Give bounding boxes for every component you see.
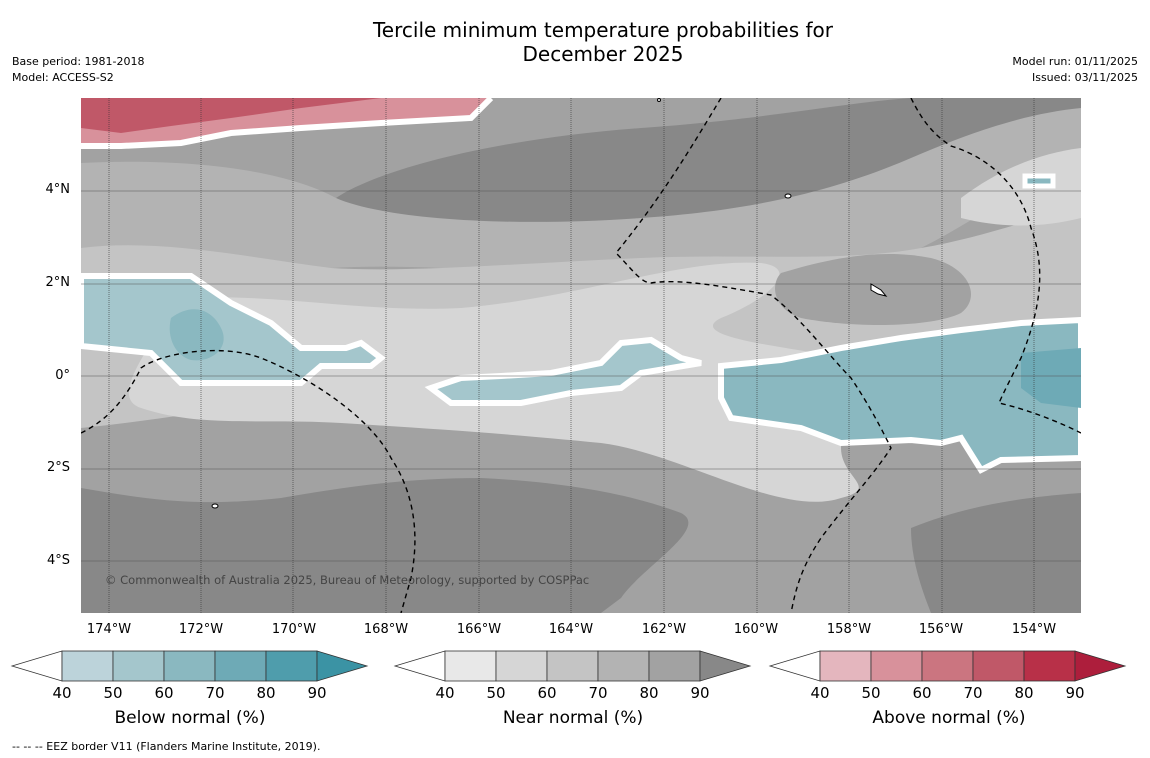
copyright-text: © Commonwealth of Australia 2025, Bureau… [105, 573, 589, 587]
colorbar-above-swatch-1 [819, 650, 872, 682]
above-tick-80: 80 [1014, 684, 1034, 702]
colorbar-above-label: Above normal (%) [872, 708, 1026, 728]
lat-label-4n: 4°N [45, 182, 71, 197]
colorbar-below-swatches [10, 650, 369, 682]
above-tick-70: 70 [963, 684, 983, 702]
colorbar-near-swatch-6 [699, 650, 752, 682]
below-tick-70: 70 [205, 684, 225, 702]
below-tick-50: 50 [103, 684, 123, 702]
colorbar-above-swatch-5 [1023, 650, 1076, 682]
near-tick-40: 40 [435, 684, 455, 702]
islands [211, 98, 888, 509]
near-band-darker-southeast [911, 493, 1081, 613]
above-region-boundary [81, 98, 494, 149]
colorbar-below-swatch-1 [61, 650, 114, 682]
near-tick-90: 90 [690, 684, 710, 702]
eez-footnote: -- -- -- EEZ border V11 (Flanders Marine… [12, 740, 321, 753]
near-band-darker-north [336, 98, 1081, 231]
below-region-east [718, 316, 1081, 474]
model-run: Model run: 01/11/2025 [1012, 55, 1138, 68]
near-tick-60: 60 [537, 684, 557, 702]
colorbar-near-label: Near normal (%) [502, 708, 644, 728]
below-region-east-core [1021, 348, 1081, 408]
gridlines [81, 190, 1081, 562]
below-region-west-core [169, 309, 224, 361]
colorbar-above-swatches [768, 650, 1127, 682]
colorbar-above-swatch-0 [768, 650, 821, 682]
colorbar-above [768, 650, 1127, 682]
below-tick-90: 90 [307, 684, 327, 702]
below-tick-40: 40 [52, 684, 72, 702]
eez-borders [81, 98, 1081, 613]
colorbar-near-swatch-1 [444, 650, 497, 682]
lat-label-0: 0° [55, 368, 70, 383]
near-band-darker-south [81, 478, 689, 613]
colorbar-near [393, 650, 752, 682]
colorbar-above-swatch-6 [1074, 650, 1127, 682]
near-tick-70: 70 [588, 684, 608, 702]
near-tick-50: 50 [486, 684, 506, 702]
near-band-light-north [81, 108, 1081, 280]
below-region-spot [1022, 173, 1056, 189]
colorbar-near-swatch-0 [393, 650, 446, 682]
colorbar-near-swatch-4 [597, 650, 650, 682]
above-region-strong [81, 98, 381, 133]
below-region-center [424, 336, 702, 406]
base-period: Base period: 1981-2018 [12, 55, 145, 68]
colorbar-below-swatch-6 [316, 650, 369, 682]
above-tick-50: 50 [861, 684, 881, 702]
colorbar-below-swatch-5 [265, 650, 318, 682]
model-name: Model: ACCESS-S2 [12, 71, 114, 84]
above-tick-90: 90 [1065, 684, 1085, 702]
chart-title: Tercile minimum temperature probabilitie… [300, 18, 906, 66]
near-tick-80: 80 [639, 684, 659, 702]
colorbar-below-swatch-2 [112, 650, 165, 682]
lon-label-154w: 154°W [1011, 622, 1057, 637]
colorbar-near-swatch-2 [495, 650, 548, 682]
colorbar-near-swatches [393, 650, 752, 682]
lon-label-158w: 158°W [826, 622, 872, 637]
above-tick-60: 60 [912, 684, 932, 702]
issued-date: Issued: 03/11/2025 [1031, 71, 1138, 84]
colorbar-below-label: Below normal (%) [114, 708, 266, 728]
lat-label-2s: 2°S [46, 460, 70, 475]
lon-label-170w: 170°W [271, 622, 317, 637]
probability-map: © Commonwealth of Australia 2025, Bureau… [81, 98, 1081, 613]
below-tick-60: 60 [154, 684, 174, 702]
colorbar-above-swatch-4 [972, 650, 1025, 682]
title-line-2: December 2025 [522, 42, 684, 66]
colorbar-above-swatch-3 [921, 650, 974, 682]
colorbar-below [10, 650, 369, 682]
meta-left: Base period: 1981-2018 Model: ACCESS-S2 [12, 54, 144, 86]
lon-label-160w: 160°W [733, 622, 779, 637]
lon-label-164w: 164°W [548, 622, 594, 637]
colorbar-below-swatch-4 [214, 650, 267, 682]
colorbar-below-swatch-3 [163, 650, 216, 682]
lon-label-156w: 156°W [918, 622, 964, 637]
below-tick-80: 80 [256, 684, 276, 702]
colorbar-near-swatch-3 [546, 650, 599, 682]
lat-label-4s: 4°S [46, 553, 70, 568]
colorbar-above-swatch-2 [870, 650, 923, 682]
above-tick-40: 40 [810, 684, 830, 702]
lat-label-2n: 2°N [45, 275, 71, 290]
colorbar-below-swatch-0 [10, 650, 63, 682]
title-line-1: Tercile minimum temperature probabilitie… [372, 18, 834, 42]
below-region-west [81, 273, 386, 386]
near-band-lightest-northeast [961, 148, 1081, 226]
lon-label-162w: 162°W [641, 622, 687, 637]
colorbar-near-swatch-5 [648, 650, 701, 682]
lon-label-174w: 174°W [86, 622, 132, 637]
meta-right: Model run: 01/11/2025 Issued: 03/11/2025 [1012, 54, 1138, 86]
lon-label-172w: 172°W [178, 622, 224, 637]
lon-label-166w: 166°W [456, 622, 502, 637]
lon-label-168w: 168°W [363, 622, 409, 637]
